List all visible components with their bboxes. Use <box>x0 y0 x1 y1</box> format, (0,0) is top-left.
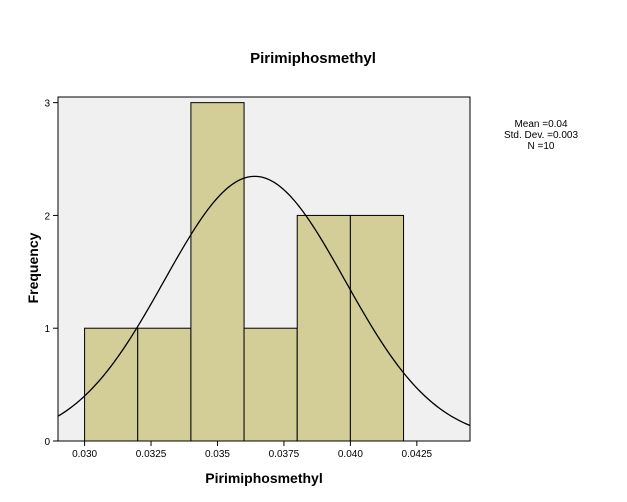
x-tick-label: 0.0425 <box>402 449 433 460</box>
histogram-bar <box>349 214 405 442</box>
histogram-bar <box>84 327 139 442</box>
stat-mean: Mean =0.04 <box>514 119 568 130</box>
x-axis-title: Pirimiphosmethyl <box>205 470 322 486</box>
y-tick-label: 0 <box>44 437 50 448</box>
normal-curve <box>57 175 471 427</box>
stat-n: N =10 <box>528 141 555 152</box>
y-axis-title: Frequency <box>25 232 41 303</box>
histogram-bar <box>296 214 351 442</box>
histogram-bar <box>190 102 245 442</box>
axes-group: 0.030 0.0325 0.035 0.0375 0.040 0.0425 0 1 2 3 <box>44 99 432 460</box>
y-tick-label: 1 <box>44 324 50 335</box>
y-tick-label: 3 <box>44 99 50 110</box>
stats-box: Mean =0.04 Std. Dev. =0.003 N =10 <box>504 119 578 152</box>
bars-group <box>84 102 405 442</box>
y-tick-label: 2 <box>44 211 50 222</box>
histogram-bar <box>243 327 298 442</box>
x-tick-label: 0.040 <box>338 449 363 460</box>
x-tick-label: 0.035 <box>205 449 230 460</box>
chart-title: Pirimiphosmethyl <box>250 50 376 67</box>
x-tick-label: 0.0375 <box>269 449 300 460</box>
stat-std-dev: Std. Dev. =0.003 <box>504 130 578 141</box>
x-tick-label: 0.030 <box>72 449 97 460</box>
histogram-bar <box>137 327 192 442</box>
x-tick-label: 0.0325 <box>136 449 167 460</box>
